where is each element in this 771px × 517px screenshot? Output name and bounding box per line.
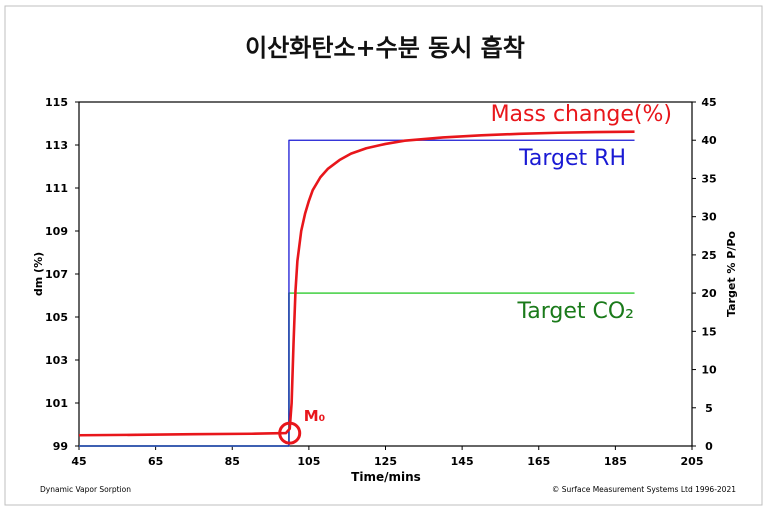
y-tick-label: 111 xyxy=(45,182,68,195)
y-axis-left: 99 101 103 105 107 109 111 113 115 xyxy=(45,96,79,453)
x-tick-label: 65 xyxy=(148,455,163,468)
x-tick-label: 185 xyxy=(604,455,627,468)
y-tick-label: 103 xyxy=(45,354,68,367)
chart-border xyxy=(4,5,763,506)
y2-tick-label: 0 xyxy=(705,440,713,453)
y-axis-label: dm (%) xyxy=(32,252,45,296)
y2-axis-label: Target % P/Po xyxy=(725,231,738,317)
y2-tick-label: 25 xyxy=(701,249,716,262)
series-line-mass-change xyxy=(78,130,635,437)
y-tick-label: 105 xyxy=(45,311,68,324)
y-tick-label: 107 xyxy=(45,268,68,281)
series-layer xyxy=(78,130,635,447)
y-tick-label: 99 xyxy=(53,440,68,453)
x-axis-label: Time/mins xyxy=(351,470,421,484)
series-label-target-rh: Target RH xyxy=(518,146,626,171)
x-axis: 45 65 85 105 125 145 165 185 205 xyxy=(71,446,703,468)
m0-marker xyxy=(278,421,302,445)
x-tick-label: 105 xyxy=(297,455,320,468)
y2-tick-label: 10 xyxy=(701,364,717,377)
chart-title: 이산화탄소+수분 동시 흡착 xyxy=(245,34,525,62)
y-tick-label: 115 xyxy=(45,96,68,109)
x-tick-label: 125 xyxy=(374,455,397,468)
y-tick-label: 109 xyxy=(45,225,68,238)
x-tick-label: 205 xyxy=(681,455,704,468)
series-line-target-rh xyxy=(79,139,635,447)
series-label-mass-change: Mass change(%) xyxy=(491,102,672,127)
y2-tick-label: 40 xyxy=(701,134,717,147)
y2-tick-label: 5 xyxy=(705,402,713,415)
footer-left: Dynamic Vapor Sorption xyxy=(40,485,131,494)
y-tick-label: 113 xyxy=(45,139,68,152)
footer-right: © Surface Measurement Systems Ltd 1996-2… xyxy=(552,485,736,494)
series-label-target-co2: Target CO₂ xyxy=(516,299,634,324)
x-tick-label: 165 xyxy=(527,455,550,468)
y-tick-label: 101 xyxy=(45,397,68,410)
y2-tick-label: 30 xyxy=(701,211,717,224)
y2-tick-label: 45 xyxy=(701,96,716,109)
x-tick-label: 45 xyxy=(71,455,86,468)
y2-tick-label: 35 xyxy=(701,172,716,185)
m0-label: M₀ xyxy=(304,407,326,425)
y2-tick-label: 15 xyxy=(701,325,716,338)
y2-tick-label: 20 xyxy=(701,287,717,300)
x-tick-label: 145 xyxy=(451,455,474,468)
x-tick-label: 85 xyxy=(225,455,240,468)
y-axis-right: 0 5 10 15 20 25 30 35 40 45 xyxy=(692,96,717,453)
